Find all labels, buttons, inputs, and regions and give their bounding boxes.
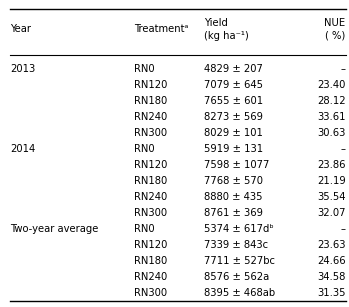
- Text: NUE
( %): NUE ( %): [324, 18, 346, 41]
- Text: 23.86: 23.86: [317, 160, 346, 170]
- Text: RN180: RN180: [134, 96, 168, 106]
- Text: 2014: 2014: [10, 144, 36, 154]
- Text: RN240: RN240: [134, 272, 168, 282]
- Text: Treatmentᵃ: Treatmentᵃ: [134, 24, 189, 34]
- Text: Year: Year: [10, 24, 31, 34]
- Text: 30.63: 30.63: [317, 128, 346, 138]
- Text: 32.07: 32.07: [317, 208, 346, 218]
- Text: RN120: RN120: [134, 80, 168, 90]
- Text: 7598 ± 1077: 7598 ± 1077: [204, 160, 269, 170]
- Text: 7079 ± 645: 7079 ± 645: [204, 80, 263, 90]
- Text: 31.35: 31.35: [317, 288, 346, 297]
- Text: RN240: RN240: [134, 112, 168, 122]
- Text: 35.54: 35.54: [317, 192, 346, 202]
- Text: 8576 ± 562a: 8576 ± 562a: [204, 272, 269, 282]
- Text: Yield
(kg ha⁻¹): Yield (kg ha⁻¹): [204, 18, 249, 41]
- Text: RN300: RN300: [134, 288, 168, 297]
- Text: 7339 ± 843c: 7339 ± 843c: [204, 240, 268, 250]
- Text: 5919 ± 131: 5919 ± 131: [204, 144, 263, 154]
- Text: RN240: RN240: [134, 192, 168, 202]
- Text: –: –: [341, 224, 346, 234]
- Text: RN300: RN300: [134, 208, 168, 218]
- Text: 7768 ± 570: 7768 ± 570: [204, 176, 263, 186]
- Text: RN0: RN0: [134, 224, 155, 234]
- Text: –: –: [341, 144, 346, 154]
- Text: –: –: [341, 64, 346, 74]
- Text: 24.66: 24.66: [317, 256, 346, 266]
- Text: 8761 ± 369: 8761 ± 369: [204, 208, 263, 218]
- Text: 23.63: 23.63: [317, 240, 346, 250]
- Text: 34.58: 34.58: [317, 272, 346, 282]
- Text: RN180: RN180: [134, 256, 168, 266]
- Text: 5374 ± 617dᵇ: 5374 ± 617dᵇ: [204, 224, 274, 234]
- Text: RN120: RN120: [134, 160, 168, 170]
- Text: 2013: 2013: [10, 64, 36, 74]
- Text: 28.12: 28.12: [317, 96, 346, 106]
- Text: 4829 ± 207: 4829 ± 207: [204, 64, 263, 74]
- Text: RN300: RN300: [134, 128, 168, 138]
- Text: 23.40: 23.40: [317, 80, 346, 90]
- Text: 7711 ± 527bc: 7711 ± 527bc: [204, 256, 275, 266]
- Text: RN0: RN0: [134, 144, 155, 154]
- Text: 7655 ± 601: 7655 ± 601: [204, 96, 263, 106]
- Text: RN180: RN180: [134, 176, 168, 186]
- Text: 21.19: 21.19: [317, 176, 346, 186]
- Text: 8029 ± 101: 8029 ± 101: [204, 128, 263, 138]
- Text: RN0: RN0: [134, 64, 155, 74]
- Text: Two-year average: Two-year average: [10, 224, 99, 234]
- Text: 8273 ± 569: 8273 ± 569: [204, 112, 263, 122]
- Text: 8880 ± 435: 8880 ± 435: [204, 192, 263, 202]
- Text: 8395 ± 468ab: 8395 ± 468ab: [204, 288, 275, 297]
- Text: 33.61: 33.61: [317, 112, 346, 122]
- Text: RN120: RN120: [134, 240, 168, 250]
